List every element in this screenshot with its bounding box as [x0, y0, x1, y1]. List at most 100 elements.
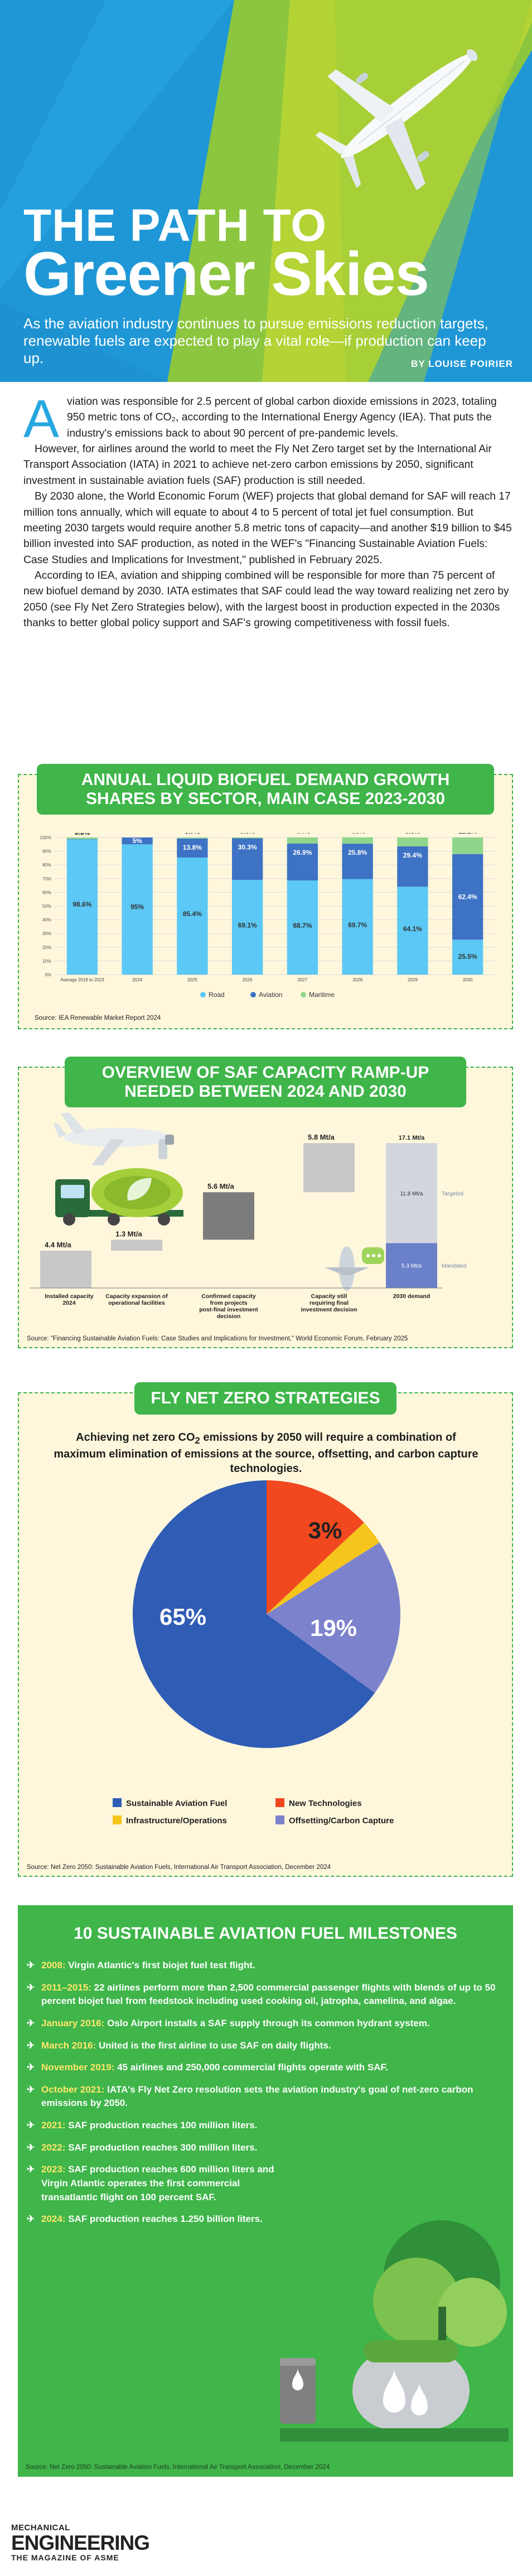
milestone-date: 2023: [41, 2164, 66, 2175]
legend-label: Maritime [309, 991, 335, 999]
biofuel-demand-chart-panel: ANNUAL LIQUID BIOFUEL DEMAND GROWTH SHAR… [18, 764, 513, 1029]
category-label: 2030 demand [393, 1293, 431, 1300]
legend-swatch [200, 992, 206, 998]
data-label: 0.6% [240, 833, 255, 835]
milestone-date: November 2019: [41, 2062, 115, 2073]
data-label: 1.1% [75, 833, 90, 835]
bar-aviation [287, 843, 318, 880]
milestone-text: SAF production reaches 1.250 billion lit… [65, 2214, 263, 2225]
x-tick-label: Average 2019 to 2023 [60, 977, 104, 982]
data-label: 0.3% [75, 833, 90, 837]
milestone-item: ✈ 2024: SAF production reaches 1.250 bill… [27, 2212, 275, 2226]
bar-road [452, 940, 483, 975]
data-label: 26.9% [293, 849, 312, 856]
slice-label: 19% [310, 1615, 357, 1641]
milestone-date: March 2016: [41, 2040, 96, 2051]
category-label: investment decision [301, 1306, 357, 1313]
pie-slice [267, 1542, 400, 1693]
category-label: Confirmed capacity [201, 1293, 256, 1300]
plane-bullet-icon: ✈ [27, 2164, 35, 2175]
hero-header: THE PATH TO Greener Skies As the aviatio… [0, 0, 532, 382]
legend-label: Offsetting/Carbon Capture [289, 1816, 394, 1826]
y-tick-label: 100% [40, 835, 51, 840]
bar-value-label: 1.3 Mt/a [115, 1229, 142, 1238]
milestone-date: 2008: [41, 1960, 66, 1970]
y-tick-label: 70% [42, 877, 51, 882]
y-tick-label: 60% [42, 890, 51, 895]
y-tick-label: 90% [42, 849, 51, 854]
y-tick-label: 10% [42, 958, 51, 963]
demand-bar-targeted [386, 1143, 437, 1243]
capacity-bar [303, 1143, 355, 1193]
data-label: 12.1% [458, 833, 477, 835]
data-label: 98.6% [72, 900, 91, 908]
data-label: 4.6% [350, 833, 365, 835]
title-line-1: THE PATH TO [23, 200, 327, 251]
bar-maritime [452, 837, 483, 854]
legend-swatch [113, 1798, 122, 1807]
data-label: 6.5% [405, 833, 420, 835]
milestone-date: 2024: [41, 2214, 66, 2225]
x-tick-label: 2025 [187, 977, 197, 982]
milestone-date: 2021: [41, 2120, 66, 2131]
chart2-title: OVERVIEW OF SAF CAPACITY RAMP-UP NEEDED … [65, 1057, 466, 1108]
legend-label: Sustainable Aviation Fuel [126, 1799, 227, 1808]
plane-bullet-icon: ✈ [27, 2142, 35, 2153]
logo-line-2: ENGINEERING [11, 2531, 150, 2554]
bar-aviation [342, 844, 373, 879]
robot-plane-icon [325, 1246, 384, 1291]
milestone-item: ✈ 2008: Virgin Atlantic's first biojet fu… [27, 1959, 506, 1973]
milestone-item: ✈ October 2021: IATA's Fly Net Zero resol… [27, 2083, 506, 2110]
data-label: 5% [132, 837, 142, 845]
milestone-date: October 2021: [41, 2084, 105, 2095]
plane-bullet-icon: ✈ [27, 2214, 35, 2225]
legend-label: New Technologies [289, 1799, 362, 1808]
data-label: 68.7% [293, 922, 312, 929]
fuel-truck-icon [55, 1168, 183, 1226]
milestone-text: Virgin Atlantic's first biojet fuel test… [65, 1960, 255, 1970]
category-label: 2024 [62, 1300, 76, 1306]
drop-cap: A [23, 389, 60, 449]
legend-label: Road [209, 991, 225, 999]
milestone-item: ✈ March 2016: United is the first airline… [27, 2039, 506, 2053]
milestone-text: SAF production reaches 300 million liter… [65, 2142, 258, 2153]
bar-maritime [397, 837, 428, 846]
data-label: 62.4% [458, 893, 477, 901]
data-label: 25.5% [458, 952, 477, 960]
milestone-text: SAF production reaches 100 million liter… [65, 2120, 258, 2131]
chart3-title: FLY NET ZERO STRATEGIES [134, 1382, 396, 1415]
biofuel-demand-chart: 0% 10% 20% 30% 40% 50% 60% 70% 80% 90% 100% 98.6% 0.… [40, 833, 495, 999]
capacity-bar [111, 1239, 162, 1251]
category-label: decision [217, 1313, 241, 1320]
category-label: requiring final [309, 1300, 349, 1306]
milestone-item: ✈ November 2019: 45 airlines and 250,000 … [27, 2061, 506, 2075]
pie-slice [267, 1522, 380, 1614]
milestone-item: ✈ January 2016: Oslo Airport installs a S… [27, 2017, 506, 2031]
demand-split-name: Mandated [442, 1263, 466, 1270]
category-label: Capacity still [311, 1293, 347, 1300]
data-label: 30.3% [238, 843, 257, 851]
deck-text: As the aviation industry continues to pu… [23, 315, 489, 367]
category-label: operational facilities [108, 1300, 165, 1306]
bar-maritime [287, 837, 318, 844]
data-label: 69.1% [238, 922, 257, 929]
milestones-source: Source: Net Zero 2050: Sustainable Aviat… [26, 2464, 330, 2471]
saf-capacity-chart: 4.4 Mt/a 1.3 Mt/a 5.6 Mt/a 5.8 Mt/a 5.3 Mt/a… [30, 1112, 466, 1320]
legend-swatch [250, 992, 256, 998]
x-tick-label: 2030 [463, 977, 473, 982]
data-label: 85.4% [183, 910, 202, 918]
x-tick-label: 2026 [243, 977, 253, 982]
milestone-item: ✈ 2011–2015: 22 airlines perform more tha… [27, 1981, 506, 2008]
legend-swatch [275, 1815, 284, 1824]
bar-road [66, 839, 98, 975]
byline: BY LOUISE POIRIER [411, 359, 513, 369]
milestone-item: ✈ 2021: SAF production reaches 100 millio… [27, 2119, 275, 2133]
plane-bullet-icon: ✈ [27, 2084, 35, 2095]
hero-background-graphic [0, 0, 532, 382]
cargo-plane-icon [54, 1112, 170, 1165]
chart1-title: ANNUAL LIQUID BIOFUEL DEMAND GROWTH SHAR… [37, 764, 494, 815]
category-label: post-final investment [199, 1306, 258, 1313]
logo-line-3: THE MAGAZINE OF ASME [11, 2553, 119, 2562]
milestone-text: SAF production reaches 600 million liter… [41, 2164, 274, 2202]
paragraph-3: By 2030 alone, the World Economic Forum … [23, 491, 512, 566]
